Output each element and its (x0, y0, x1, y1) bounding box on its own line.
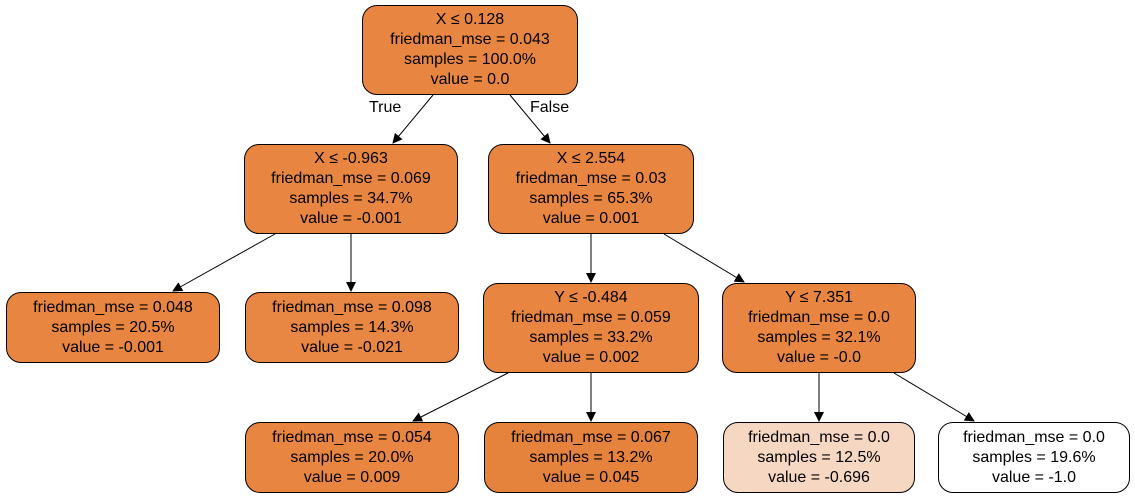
node-samples: samples = 12.5% (757, 448, 881, 466)
edge-n1-n3 (172, 233, 276, 292)
node-samples: samples = 34.7% (289, 190, 413, 207)
node-mse: friedman_mse = 0.048 (33, 298, 193, 316)
node-mse: friedman_mse = 0.043 (390, 31, 550, 48)
tree-node-leaf: friedman_mse = 0.098 samples = 14.3% val… (245, 292, 459, 363)
node-split: Y ≤ 7.351 (784, 289, 854, 306)
tree-node-split: Y ≤ 7.351 friedman_mse = 0.0 samples = 3… (722, 283, 916, 373)
tree-node-leaf: friedman_mse = 0.054 samples = 20.0% val… (245, 422, 459, 493)
node-split: X ≤ -0.963 (314, 150, 388, 167)
edge-n0-n2 (509, 94, 551, 144)
edge-label-false: False (530, 99, 570, 116)
node-samples: samples = 33.2% (529, 329, 653, 346)
edge-n5-n7 (412, 372, 509, 422)
node-value: value = -0.001 (62, 338, 164, 356)
tree-node-split: Y ≤ -0.484 friedman_mse = 0.059 samples … (483, 283, 699, 373)
edge-n0-n1 (392, 94, 434, 144)
node-samples: samples = 20.0% (290, 448, 414, 466)
node-split: Y ≤ -0.484 (554, 289, 628, 306)
tree-node-leaf: friedman_mse = 0.0 samples = 19.6% value… (938, 422, 1130, 493)
node-mse: friedman_mse = 0.059 (511, 309, 671, 326)
node-split: X ≤ 0.128 (435, 11, 505, 28)
edge-n2-n6 (663, 233, 745, 283)
node-mse: friedman_mse = 0.098 (272, 298, 432, 316)
tree-node-leaf: friedman_mse = 0.0 samples = 12.5% value… (723, 422, 915, 493)
node-mse: friedman_mse = 0.0 (748, 309, 890, 326)
node-value: value = 0.045 (542, 468, 640, 486)
edge-n6-n10 (893, 372, 975, 422)
node-samples: samples = 32.1% (757, 329, 881, 346)
node-samples: samples = 65.3% (529, 190, 653, 207)
node-samples: samples = 19.6% (972, 448, 1096, 466)
node-value: value = -0.021 (301, 338, 403, 356)
node-value: value = -0.0 (776, 349, 862, 366)
node-samples: samples = 13.2% (529, 448, 653, 466)
node-value: value = 0.0 (430, 71, 510, 88)
node-mse: friedman_mse = 0.069 (271, 170, 431, 187)
tree-node-root: X ≤ 0.128 friedman_mse = 0.043 samples =… (362, 5, 578, 95)
node-value: value = 0.009 (303, 468, 401, 486)
node-split: X ≤ 2.554 (556, 150, 626, 167)
node-samples: samples = 14.3% (290, 318, 414, 336)
node-value: value = -1.0 (991, 468, 1077, 486)
node-value: value = 0.002 (542, 349, 640, 366)
node-samples: samples = 20.5% (51, 318, 175, 336)
tree-node-leaf: friedman_mse = 0.048 samples = 20.5% val… (6, 292, 220, 363)
node-mse: friedman_mse = 0.067 (511, 428, 671, 446)
tree-node-leaf: friedman_mse = 0.067 samples = 13.2% val… (484, 422, 698, 493)
tree-node-split: X ≤ -0.963 friedman_mse = 0.069 samples … (244, 144, 458, 234)
edge-label-true: True (369, 99, 402, 116)
node-mse: friedman_mse = 0.0 (963, 428, 1105, 446)
node-mse: friedman_mse = 0.054 (272, 428, 432, 446)
node-value: value = -0.696 (768, 468, 870, 486)
node-value: value = 0.001 (542, 210, 640, 227)
node-value: value = -0.001 (300, 210, 402, 227)
node-mse: friedman_mse = 0.0 (748, 428, 890, 446)
node-samples: samples = 100.0% (403, 51, 537, 68)
tree-node-split: X ≤ 2.554 friedman_mse = 0.03 samples = … (488, 144, 694, 234)
node-mse: friedman_mse = 0.03 (515, 170, 667, 187)
